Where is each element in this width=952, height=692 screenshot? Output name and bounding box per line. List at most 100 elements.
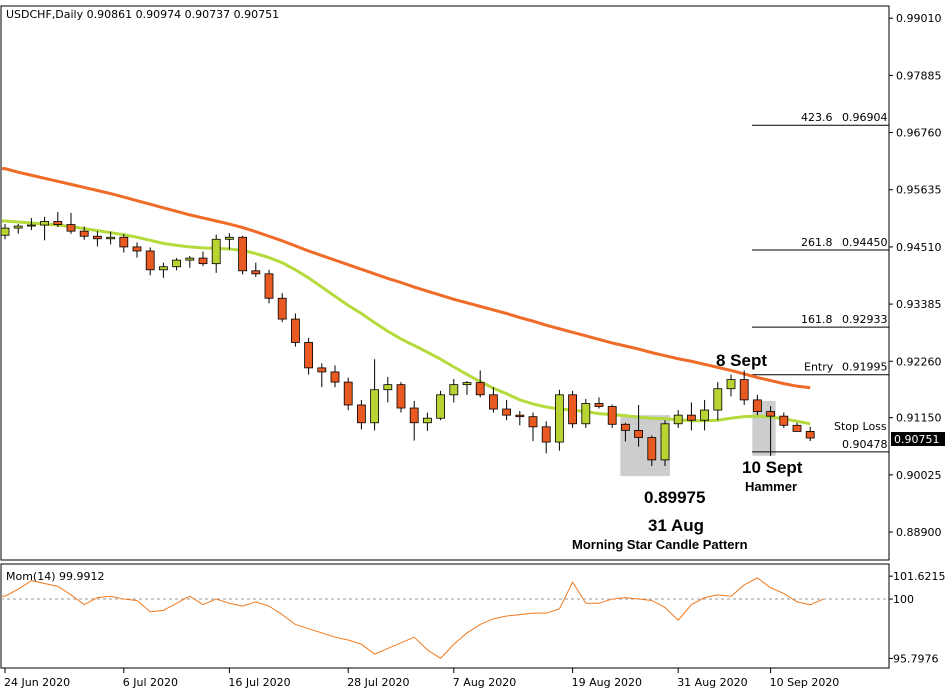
momentum-tick-label: 95.7976 — [893, 652, 939, 665]
bearish-candle-body — [739, 379, 749, 401]
bullish-candle-body — [185, 257, 195, 261]
annotation-low-price: 0.89975 — [644, 488, 705, 507]
bullish-candle-body — [224, 236, 234, 240]
price-tick-label: 0.94510 — [896, 241, 942, 254]
bearish-candle-body — [119, 236, 129, 248]
fib-level-value: 0.94450 — [842, 236, 888, 249]
momentum-tick-label: 100 — [893, 593, 914, 606]
fib-level-label: 261.8 — [801, 236, 833, 249]
fib-level-label: Entry — [804, 361, 834, 374]
stop-loss-value: 0.90478 — [842, 438, 888, 451]
momentum-tick-label: 101.6215 — [893, 570, 946, 583]
annotation-31-aug: 31 Aug — [648, 516, 704, 535]
bullish-candle-body — [26, 224, 36, 227]
price-tick-label: 0.96760 — [896, 127, 942, 140]
bearish-candle-body — [93, 235, 102, 240]
bullish-candle-body — [370, 389, 380, 424]
fib-level-value: 0.91995 — [842, 361, 888, 374]
current-price-label: 0.90751 — [894, 433, 940, 446]
bearish-candle-body — [792, 424, 802, 432]
annotation-10-sept: 10 Sept — [742, 458, 803, 477]
bearish-candle-body — [607, 406, 617, 425]
bullish-candle-body — [422, 417, 432, 424]
bearish-candle-body — [79, 230, 89, 237]
price-axis: 0.99010 0.97885 0.96760 0.95635 0.94510 0.933… — [889, 12, 942, 539]
price-tick-label: 0.92260 — [896, 355, 942, 368]
bearish-candle-body — [541, 426, 551, 443]
bullish-candle-body — [436, 394, 446, 419]
date-tick-label: 16 Jul 2020 — [228, 676, 290, 689]
momentum-label: Mom(14) 99.9912 — [6, 570, 105, 583]
momentum-line — [2, 577, 824, 659]
price-tick-label: 0.93385 — [896, 298, 942, 311]
bullish-candle-body — [581, 403, 591, 425]
bullish-candle-body — [211, 238, 221, 265]
bearish-candle-body — [145, 250, 155, 271]
bearish-candle-body — [290, 318, 300, 343]
annotation-hammer: Hammer — [745, 479, 797, 494]
bearish-candle-body — [475, 382, 485, 396]
bearish-candle-body — [634, 429, 643, 438]
bullish-candle-body — [713, 388, 723, 411]
price-tick-label: 0.99010 — [896, 12, 942, 25]
bearish-candle-body — [264, 273, 274, 299]
bullish-candle-body — [726, 379, 736, 390]
candlesticks — [0, 211, 815, 466]
fib-level-label: 161.8 — [801, 313, 833, 326]
bullish-candle-body — [673, 414, 683, 425]
bullish-candle-body — [106, 236, 115, 240]
bearish-candle-body — [317, 367, 327, 373]
momentum-indicator: 101.6215 100 95.7976 — [1, 570, 946, 665]
bearish-candle-body — [304, 342, 314, 369]
bearish-candle-body — [502, 408, 512, 416]
bearish-candle-body — [343, 381, 353, 406]
date-tick-label: 7 Aug 2020 — [453, 676, 516, 689]
bearish-candle-body — [198, 257, 208, 265]
momentum-panel-frame — [0, 563, 890, 669]
bearish-candle-body — [251, 270, 261, 275]
date-tick-label: 6 Jul 2020 — [123, 676, 178, 689]
date-tick-label: 28 Jul 2020 — [347, 676, 409, 689]
bearish-candle-body — [621, 423, 630, 431]
bullish-candle-body — [660, 423, 670, 461]
bearish-candle-body — [805, 431, 815, 439]
date-tick-label: 19 Aug 2020 — [572, 676, 642, 689]
chart-header: USDCHF,Daily 0.90861 0.90974 0.90737 0.9… — [6, 8, 279, 21]
bullish-candle-body — [158, 266, 168, 271]
bearish-candle-body — [779, 415, 789, 426]
bearish-candle-body — [594, 403, 604, 407]
annotation-pattern: Morning Star Candle Pattern — [572, 537, 748, 552]
bearish-candle-body — [647, 437, 657, 461]
bullish-candle-body — [449, 384, 459, 396]
bullish-candle-body — [700, 409, 709, 421]
bearish-candle-body — [330, 371, 340, 383]
bullish-candle-body — [172, 259, 182, 268]
fib-level-value: 0.92933 — [842, 313, 888, 326]
date-tick-label: 31 Aug 2020 — [677, 676, 747, 689]
bearish-candle-body — [687, 414, 696, 421]
fast-moving-average-line — [2, 219, 811, 426]
annotation-8-sept: 8 Sept — [716, 351, 767, 370]
bearish-candle-body — [766, 411, 775, 417]
bearish-candle-body — [356, 404, 366, 424]
bullish-candle-body — [462, 382, 472, 386]
date-axis: 24 Jun 2020 6 Jul 2020 16 Jul 2020 28 Jul 2… — [4, 668, 839, 689]
bullish-candle-body — [13, 225, 23, 229]
price-tick-label: 0.97885 — [896, 69, 942, 82]
bearish-candle-body — [568, 394, 577, 425]
bullish-candle-body — [0, 227, 10, 236]
fib-level-value: 0.96904 — [842, 111, 888, 124]
bearish-candle-body — [528, 416, 538, 428]
main-panel-frame — [0, 5, 890, 561]
price-tick-label: 0.91150 — [896, 412, 942, 425]
bearish-candle-body — [753, 399, 762, 412]
stop-loss-label: Stop Loss — [834, 420, 887, 433]
bearish-candle-body — [488, 394, 498, 410]
bearish-candle-body — [277, 297, 287, 320]
price-tick-label: 0.95635 — [896, 184, 942, 197]
bullish-candle-body — [40, 221, 49, 226]
moving-averages — [2, 167, 811, 426]
bearish-candle-body — [409, 407, 419, 424]
bearish-candle-body — [66, 224, 76, 232]
